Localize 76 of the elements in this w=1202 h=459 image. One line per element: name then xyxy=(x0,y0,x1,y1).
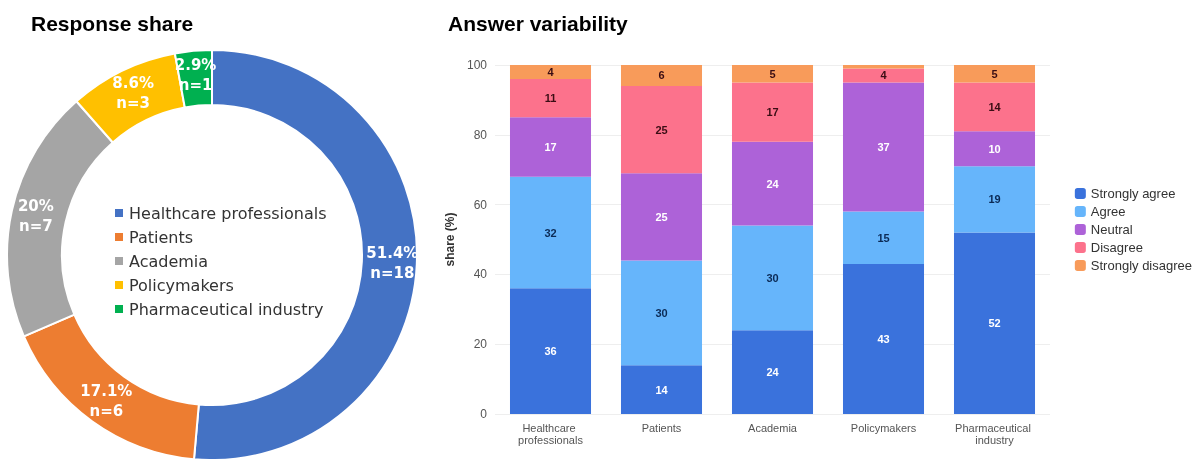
data-label: 51.4% n=18 xyxy=(366,243,419,282)
data-label: 14 xyxy=(988,100,1002,113)
bar xyxy=(842,263,925,414)
data-label: 15 xyxy=(877,231,890,244)
legend-label: Academia xyxy=(129,251,209,271)
x-tick-label: Healthcare professionals xyxy=(518,422,584,446)
data-label: 6 xyxy=(658,69,665,82)
bar xyxy=(620,173,703,261)
legend-label: Agree xyxy=(1090,204,1126,219)
data-label: 10 xyxy=(988,142,1001,155)
data-label: 52 xyxy=(988,317,1001,330)
y-axis-title: share (%) xyxy=(443,212,458,267)
data-label: 20% n=7 xyxy=(17,196,54,235)
bar xyxy=(731,141,814,226)
legend-label: Neutral xyxy=(1090,222,1133,237)
bar xyxy=(620,365,703,414)
data-label: 37 xyxy=(877,141,890,154)
data-label: 32 xyxy=(544,226,557,239)
legend-label: Pharmaceutical industry xyxy=(129,299,324,319)
data-label: 5 xyxy=(991,67,998,80)
bar xyxy=(842,68,925,83)
bar xyxy=(620,260,703,366)
x-tick-label: Pharmaceutical industry xyxy=(955,422,1034,446)
y-tick-label: 60 xyxy=(473,197,488,212)
x-tick-label: Policymakers xyxy=(850,422,917,434)
bar xyxy=(620,85,703,174)
data-label: 30 xyxy=(766,271,779,284)
legend-label: Policymakers xyxy=(129,275,234,295)
data-label: 4 xyxy=(880,69,888,82)
bar xyxy=(731,225,814,331)
data-label: 19 xyxy=(988,193,1001,206)
y-tick-label: 80 xyxy=(473,127,488,142)
data-label: 43 xyxy=(877,332,890,345)
data-label: 17 xyxy=(544,141,557,154)
bar xyxy=(509,78,592,118)
y-tick-label: 0 xyxy=(480,407,488,421)
bar xyxy=(731,330,814,414)
chart-title: Response share xyxy=(31,12,194,35)
bar xyxy=(953,166,1036,233)
x-tick-label: Patients xyxy=(641,422,682,434)
legend-label: Strongly agree xyxy=(1090,186,1176,201)
x-tick-label: Academia xyxy=(748,422,798,434)
data-label: 24 xyxy=(766,366,780,379)
bar xyxy=(842,211,925,264)
data-label: 36 xyxy=(544,345,557,358)
bar xyxy=(842,82,925,212)
data-label: 30 xyxy=(655,306,668,319)
data-label: 17 xyxy=(766,106,779,119)
bar xyxy=(509,117,592,177)
data-label: 11 xyxy=(544,92,557,105)
legend-label: Patients xyxy=(129,227,194,247)
legend-label: Healthcare professionals xyxy=(129,203,327,223)
bar xyxy=(731,82,814,142)
bar xyxy=(509,288,592,414)
bar xyxy=(953,131,1036,167)
data-label: 17.1% n=6 xyxy=(80,382,133,421)
bar xyxy=(953,65,1036,83)
y-tick-label: 100 xyxy=(466,58,488,72)
data-label: 25 xyxy=(655,123,668,136)
data-label: 4 xyxy=(547,65,555,78)
legend-label: Strongly disagree xyxy=(1090,258,1192,273)
bar xyxy=(509,65,592,79)
y-tick-label: 40 xyxy=(473,267,488,282)
legend-label: Disagree xyxy=(1090,240,1143,255)
data-label: 8.6% n=3 xyxy=(112,73,154,112)
data-label: 5 xyxy=(769,67,776,80)
bar xyxy=(509,176,592,289)
bar xyxy=(620,65,703,86)
bar xyxy=(953,232,1036,414)
bar xyxy=(953,82,1036,132)
bar xyxy=(731,65,814,83)
chart-title: Answer variability xyxy=(448,12,629,35)
data-label: 14 xyxy=(655,383,669,396)
y-tick-label: 20 xyxy=(473,337,488,352)
data-label: 24 xyxy=(766,177,780,190)
data-label: 25 xyxy=(655,210,668,223)
